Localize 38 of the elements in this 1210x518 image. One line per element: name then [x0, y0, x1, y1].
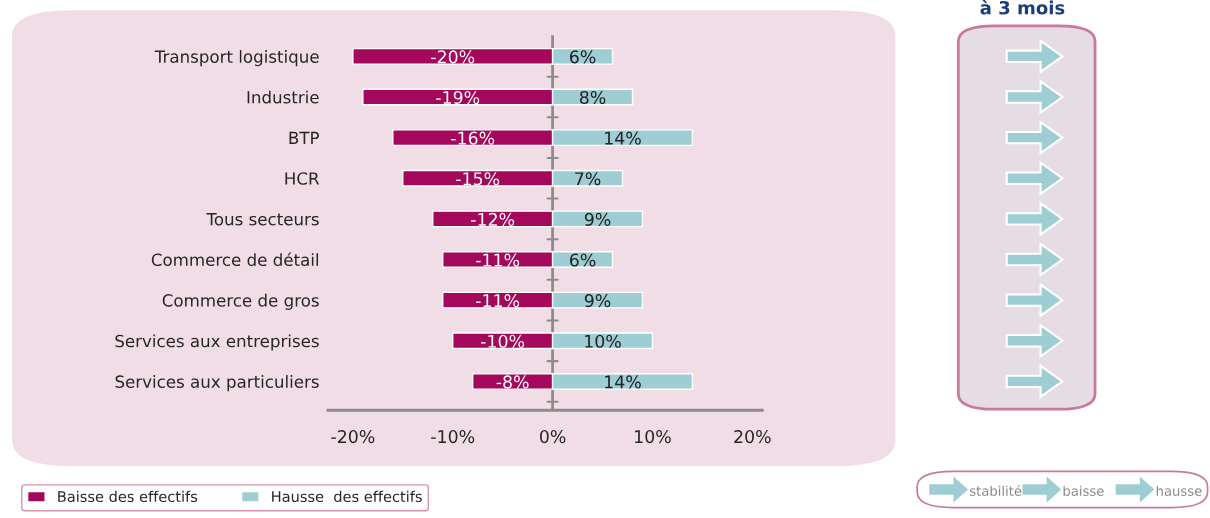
- data-label: -19%: [436, 90, 480, 105]
- data-label: 10%: [585, 334, 621, 348]
- text: à 3 mois: [980, 0, 1065, 15]
- y-tick-label: Commerce de détail: [151, 252, 319, 267]
- y-tick-label: Commerce de gros: [162, 293, 319, 310]
- data-label: 9%: [584, 212, 611, 226]
- y-tick-label: Transport logistique: [154, 50, 319, 67]
- data-label: -10%: [481, 334, 525, 348]
- y-tick-label: Industrie: [247, 90, 319, 104]
- text: stabilité: [969, 485, 1022, 496]
- text: hausse: [1156, 485, 1202, 496]
- y-tick-label: Tous secteurs: [206, 213, 319, 226]
- y-tick-label: HCR: [285, 172, 320, 185]
- x-tick-label: -10%: [431, 430, 475, 444]
- data-label: 6%: [569, 50, 596, 64]
- data-label: 9%: [584, 294, 611, 308]
- legend-label: Hausse des effectifs: [272, 490, 422, 503]
- data-label: -20%: [431, 50, 475, 64]
- y-tick-label: Services aux entreprises: [115, 334, 319, 351]
- y-tick-label: Services aux particuliers: [115, 375, 319, 392]
- data-label: 7%: [575, 172, 601, 186]
- data-label: -11%: [476, 294, 520, 308]
- data-label: -16%: [451, 131, 495, 145]
- data-label: -15%: [456, 172, 500, 186]
- data-label: 6%: [569, 253, 596, 267]
- data-label: 14%: [605, 131, 641, 145]
- y-tick-label: BTP: [289, 131, 320, 144]
- data-label: -8%: [496, 375, 529, 389]
- x-tick-label: -20%: [331, 430, 375, 444]
- x-tick-label: 10%: [635, 430, 671, 444]
- data-label: -11%: [476, 253, 520, 267]
- legend-label: Baisse des effectifs: [58, 490, 198, 503]
- data-label: -12%: [471, 212, 515, 226]
- x-tick-label: 0%: [539, 430, 566, 444]
- text: baisse: [1063, 485, 1104, 496]
- data-label: 8%: [579, 90, 606, 105]
- x-tick-label: 20%: [734, 430, 771, 444]
- data-label: 14%: [605, 375, 641, 389]
